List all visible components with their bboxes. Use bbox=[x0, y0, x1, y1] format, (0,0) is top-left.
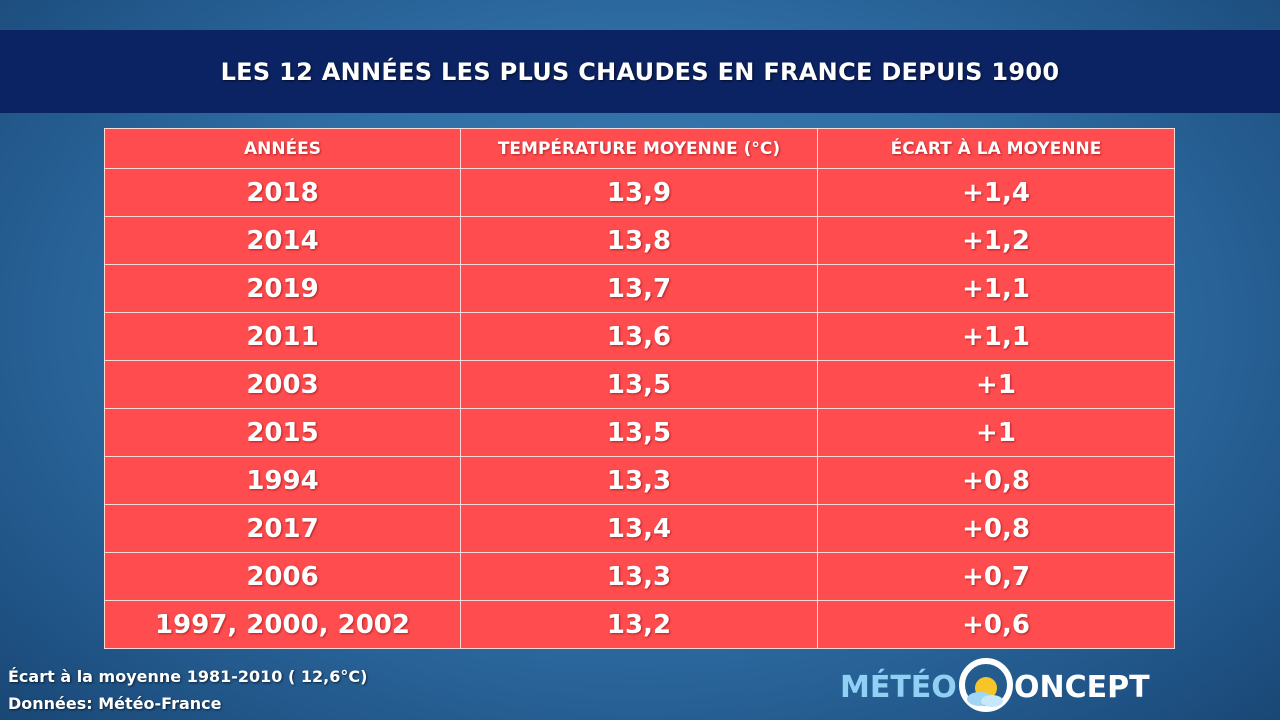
table-row: 2017 13,4 +0,8 bbox=[104, 504, 1175, 553]
cell-anomaly: +1,1 bbox=[817, 312, 1175, 361]
cell-year: 2017 bbox=[104, 504, 461, 553]
cell-year: 2019 bbox=[104, 264, 461, 313]
cell-anomaly: +1 bbox=[817, 360, 1175, 409]
cell-year: 1994 bbox=[104, 456, 461, 505]
cell-year: 2003 bbox=[104, 360, 461, 409]
table-row: 2018 13,9 +1,4 bbox=[104, 168, 1175, 217]
cell-anomaly: +0,7 bbox=[817, 552, 1175, 601]
temperature-table: ANNÉES TEMPÉRATURE MOYENNE (°C) ÉCART À … bbox=[104, 128, 1175, 649]
table-row: 1997, 2000, 2002 13,2 +0,6 bbox=[104, 600, 1175, 649]
footnote-data-source: Données: Météo-France bbox=[8, 694, 222, 713]
cell-mean-temperature: 13,5 bbox=[460, 360, 818, 409]
column-header-years: ANNÉES bbox=[104, 128, 461, 169]
cell-mean-temperature: 13,2 bbox=[460, 600, 818, 649]
cell-anomaly: +0,6 bbox=[817, 600, 1175, 649]
cell-mean-temperature: 13,5 bbox=[460, 408, 818, 457]
cell-anomaly: +1,4 bbox=[817, 168, 1175, 217]
cell-mean-temperature: 13,8 bbox=[460, 216, 818, 265]
table-row: 2011 13,6 +1,1 bbox=[104, 312, 1175, 361]
cell-mean-temperature: 13,9 bbox=[460, 168, 818, 217]
table-row: 2015 13,5 +1 bbox=[104, 408, 1175, 457]
cell-mean-temperature: 13,3 bbox=[460, 456, 818, 505]
cell-mean-temperature: 13,4 bbox=[460, 504, 818, 553]
column-header-anomaly: ÉCART À LA MOYENNE bbox=[817, 128, 1175, 169]
cell-year: 2011 bbox=[104, 312, 461, 361]
table-row: 2019 13,7 +1,1 bbox=[104, 264, 1175, 313]
cell-mean-temperature: 13,3 bbox=[460, 552, 818, 601]
logo-text-concept: ONCEPT bbox=[1014, 670, 1150, 705]
sun-cloud-icon bbox=[959, 658, 1013, 712]
meteo-concept-logo: MÉTÉO ONCEPT bbox=[840, 658, 1150, 712]
title-banner: LES 12 ANNÉES LES PLUS CHAUDES EN FRANCE… bbox=[0, 30, 1280, 113]
cell-anomaly: +1,1 bbox=[817, 264, 1175, 313]
cell-anomaly: +0,8 bbox=[817, 456, 1175, 505]
table-row: 2006 13,3 +0,7 bbox=[104, 552, 1175, 601]
cell-mean-temperature: 13,7 bbox=[460, 264, 818, 313]
cell-anomaly: +0,8 bbox=[817, 504, 1175, 553]
cell-anomaly: +1 bbox=[817, 408, 1175, 457]
cell-mean-temperature: 13,6 bbox=[460, 312, 818, 361]
table-body: 2018 13,9 +1,4 2014 13,8 +1,2 2019 13,7 +1,1 2011… bbox=[104, 168, 1175, 649]
cell-year: 2014 bbox=[104, 216, 461, 265]
cell-anomaly: +1,2 bbox=[817, 216, 1175, 265]
cell-year: 2015 bbox=[104, 408, 461, 457]
cell-year: 1997, 2000, 2002 bbox=[104, 600, 461, 649]
table-row: 2014 13,8 +1,2 bbox=[104, 216, 1175, 265]
table-header-row: ANNÉES TEMPÉRATURE MOYENNE (°C) ÉCART À … bbox=[104, 128, 1175, 169]
column-header-mean-temperature: TEMPÉRATURE MOYENNE (°C) bbox=[460, 128, 818, 169]
table-row: 1994 13,3 +0,8 bbox=[104, 456, 1175, 505]
page-title: LES 12 ANNÉES LES PLUS CHAUDES EN FRANCE… bbox=[220, 57, 1060, 86]
logo-text-meteo: MÉTÉO bbox=[840, 669, 957, 705]
cell-year: 2006 bbox=[104, 552, 461, 601]
table-row: 2003 13,5 +1 bbox=[104, 360, 1175, 409]
cell-year: 2018 bbox=[104, 168, 461, 217]
footnote-anomaly-reference: Écart à la moyenne 1981-2010 ( 12,6°C) bbox=[8, 667, 368, 686]
